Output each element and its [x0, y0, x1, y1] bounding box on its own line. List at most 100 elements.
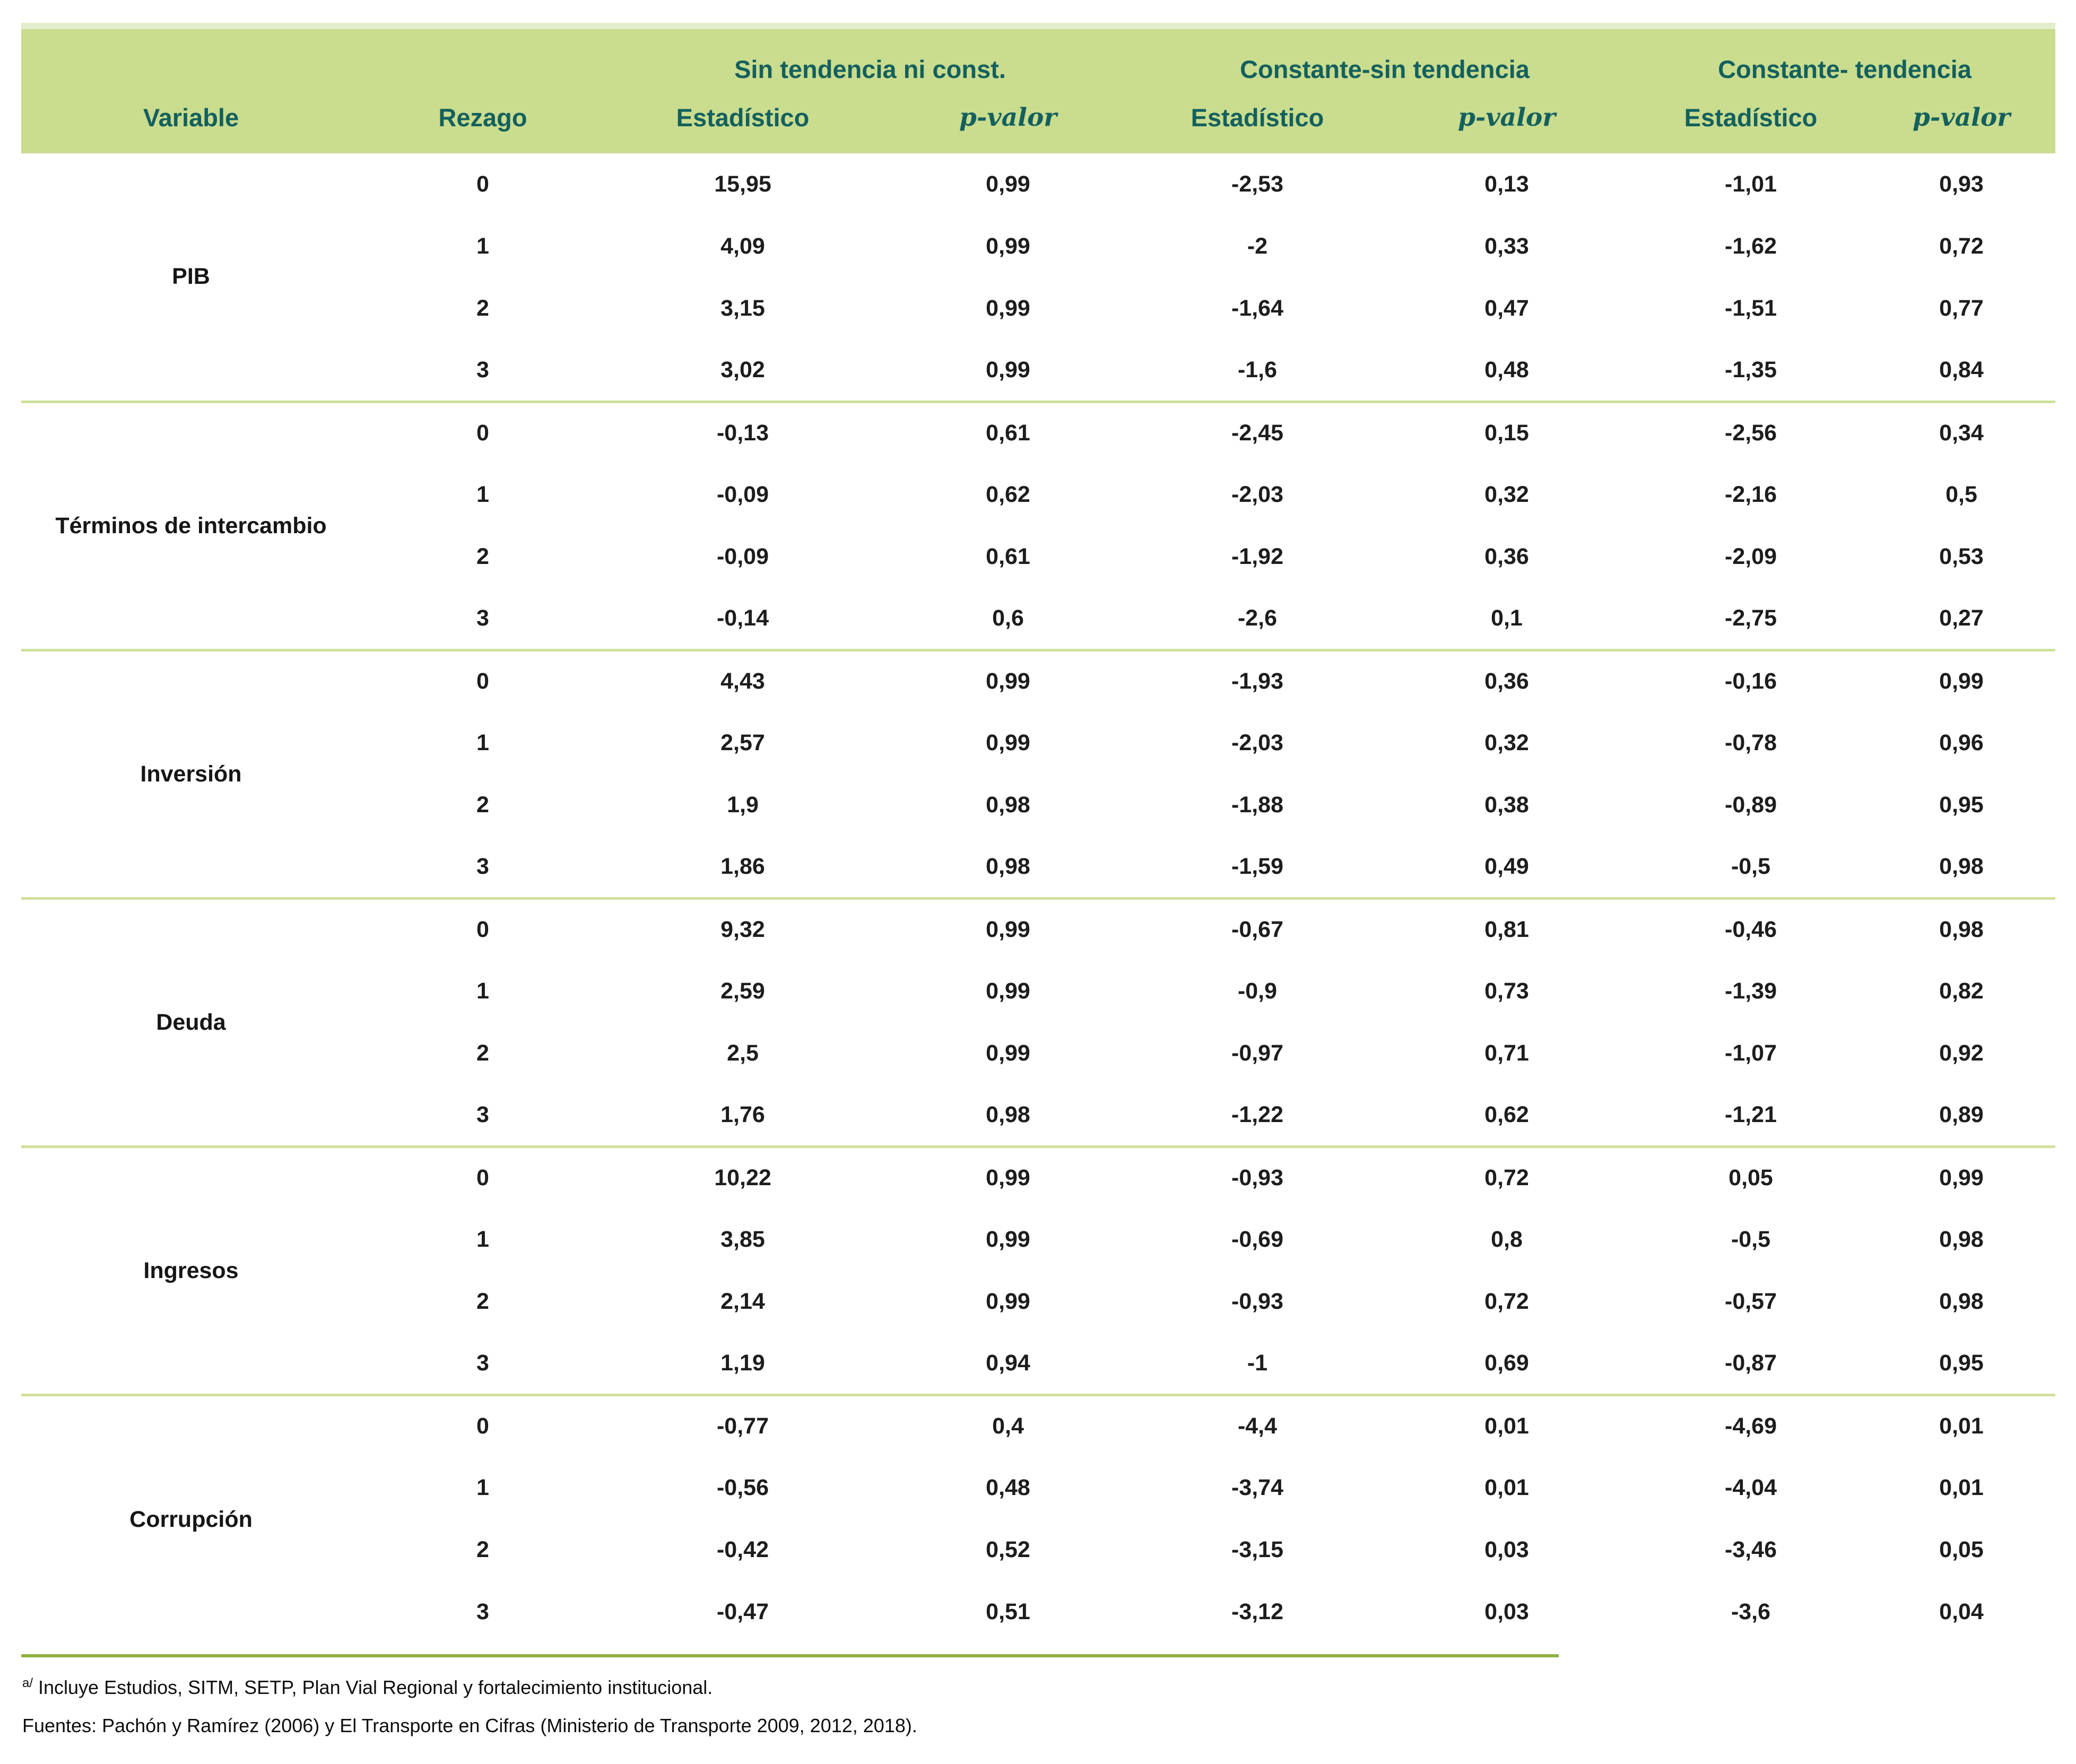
estadistico-value: -1,07 [1634, 1022, 1868, 1084]
pvalor-value: 0,99 [881, 1271, 1136, 1333]
estadistico-value: 9,32 [605, 897, 881, 960]
table-row: 1 2,59 0,99 -0,9 0,73 -1,39 0,82 [21, 960, 2056, 1022]
rezago-value: 3 [361, 588, 605, 650]
estadistico-value: 4,09 [605, 215, 881, 277]
pvalor-value: 0,72 [1379, 1145, 1635, 1209]
table-row: Inversión 0 4,43 0,99 -1,93 0,36 -0,16 0,99 [21, 648, 2056, 898]
estadistico-value: -0,97 [1135, 1022, 1380, 1084]
estadistico-value: -1,39 [1634, 960, 1868, 1022]
pvalor-value: 0,32 [1379, 464, 1635, 526]
estadistico-value: -0,14 [605, 588, 881, 650]
pvalor-value: 0,8 [1379, 1209, 1635, 1271]
column-header-pvalor-3: p-valor [1867, 95, 2056, 153]
table-row: 3 3,02 0,99 -1,6 0,48 -1,35 0,84 [21, 340, 2056, 402]
estadistico-value: -1,01 [1634, 153, 1868, 215]
rezago-value: 1 [361, 960, 605, 1022]
estadistico-value: 0,05 [1634, 1145, 1868, 1209]
estadistico-value: 2,14 [605, 1271, 881, 1333]
column-header-pvalor-1: p-valor [881, 95, 1136, 153]
column-header-estadistico-2: Estadístico [1135, 95, 1380, 153]
estadistico-value: -0,42 [605, 1519, 881, 1581]
rezago-value: 2 [361, 1271, 605, 1333]
pvalor-value: 0,01 [1867, 1457, 2056, 1519]
column-group-constante-sin-tendencia: Constante-sin tendencia [1135, 26, 1635, 95]
pvalor-value: 0,82 [1867, 960, 2056, 1022]
estadistico-value: -0,13 [605, 400, 881, 464]
pvalor-value: 0,99 [881, 1145, 1136, 1209]
estadistico-value: -2,53 [1135, 153, 1380, 215]
variable-name: Términos de intercambio [21, 400, 361, 650]
pvalor-value: 0,99 [1867, 648, 2056, 712]
pvalor-value: 0,89 [1867, 1084, 2056, 1146]
rezago-value: 3 [361, 836, 605, 898]
estadistico-value: -0,47 [605, 1581, 881, 1643]
estadistico-value: 2,57 [605, 712, 881, 774]
footnotes: a/ Incluye Estudios, SITM, SETP, Plan Vi… [22, 1674, 917, 1751]
rezago-value: 0 [361, 897, 605, 960]
table-row: Deuda 0 9,32 0,99 -0,67 0,81 -0,46 0,98 [21, 897, 2056, 1146]
estadistico-value: -2,56 [1634, 400, 1868, 464]
estadistico-value: -0,69 [1135, 1209, 1380, 1271]
pvalor-value: 0,27 [1867, 588, 2056, 650]
pvalor-value: 0,52 [881, 1519, 1136, 1581]
pvalor-value: 0,98 [881, 774, 1136, 836]
column-header-estadistico-1: Estadístico [605, 95, 881, 153]
estadistico-value: 3,85 [605, 1209, 881, 1271]
pvalor-value: 0,51 [881, 1581, 1136, 1643]
table-bottom-rule [21, 1654, 1559, 1657]
estadistico-value: -1,93 [1135, 648, 1380, 712]
variable-name: Corrupción [21, 1393, 361, 1643]
estadistico-value: -2,09 [1634, 526, 1868, 588]
estadistico-value: -1,62 [1634, 215, 1868, 277]
pvalor-value: 0,99 [881, 1209, 1136, 1271]
table-row: PIB 0 15,95 0,99 -2,53 0,13 -1,01 0,93 [21, 153, 2056, 402]
estadistico-value: -1,21 [1634, 1084, 1868, 1146]
rezago-value: 3 [361, 1084, 605, 1146]
pvalor-value: 0,62 [881, 464, 1136, 526]
rezago-value: 3 [361, 1333, 605, 1395]
pvalor-value: 0,99 [881, 277, 1136, 340]
rezago-value: 0 [361, 153, 605, 215]
table-row: 2 3,15 0,99 -1,64 0,47 -1,51 0,77 [21, 277, 2056, 340]
group-header-spacer [21, 26, 605, 95]
column-group-constante-tendencia: Constante- tendencia [1634, 26, 2056, 95]
rezago-value: 2 [361, 277, 605, 340]
pvalor-value: 0,99 [881, 1022, 1136, 1084]
estadistico-value: -3,6 [1634, 1581, 1868, 1643]
pvalor-value: 0,03 [1379, 1519, 1635, 1581]
rezago-value: 1 [361, 712, 605, 774]
estadistico-value: -0,46 [1634, 897, 1868, 960]
footnote-a: a/ Incluye Estudios, SITM, SETP, Plan Vi… [22, 1674, 917, 1701]
estadistico-value: -2,03 [1135, 712, 1380, 774]
pvalor-value: 0,99 [881, 897, 1136, 960]
pvalor-value: 0,04 [1867, 1581, 2056, 1643]
estadistico-value: -3,15 [1135, 1519, 1380, 1581]
table-row: 3 1,76 0,98 -1,22 0,62 -1,21 0,89 [21, 1084, 2056, 1146]
pvalor-value: 0,99 [881, 153, 1136, 215]
estadistico-value: -1,64 [1135, 277, 1380, 340]
column-header-variable: Variable [21, 95, 361, 153]
pvalor-value: 0,95 [1867, 1333, 2056, 1395]
table-body: PIB 0 15,95 0,99 -2,53 0,13 -1,01 0,93 1 4,09 0,99… [21, 153, 2056, 1643]
table-row: 1 3,85 0,99 -0,69 0,8 -0,5 0,98 [21, 1209, 2056, 1271]
pvalor-value: 0,93 [1867, 153, 2056, 215]
estadistico-value: 1,19 [605, 1333, 881, 1395]
estadistico-value: -4,04 [1634, 1457, 1868, 1519]
table-header: Sin tendencia ni const. Constante-sin te… [21, 26, 2056, 153]
estadistico-value: -1,59 [1135, 836, 1380, 898]
estadistico-value: 1,86 [605, 836, 881, 898]
rezago-value: 1 [361, 215, 605, 277]
estadistico-value: -0,56 [605, 1457, 881, 1519]
estadistico-value: -4,69 [1634, 1393, 1868, 1457]
estadistico-value: 1,76 [605, 1084, 881, 1146]
pvalor-value: 0,98 [881, 1084, 1136, 1146]
pvalor-value: 0,99 [881, 340, 1136, 402]
table-row: 3 1,86 0,98 -1,59 0,49 -0,5 0,98 [21, 836, 2056, 898]
estadistico-value: -1,6 [1135, 340, 1380, 402]
rezago-value: 3 [361, 1581, 605, 1643]
rezago-value: 0 [361, 648, 605, 712]
pvalor-value: 0,98 [881, 836, 1136, 898]
table-row: 2 -0,09 0,61 -1,92 0,36 -2,09 0,53 [21, 526, 2056, 588]
pvalor-value: 0,92 [1867, 1022, 2056, 1084]
estadistico-value: 10,22 [605, 1145, 881, 1209]
